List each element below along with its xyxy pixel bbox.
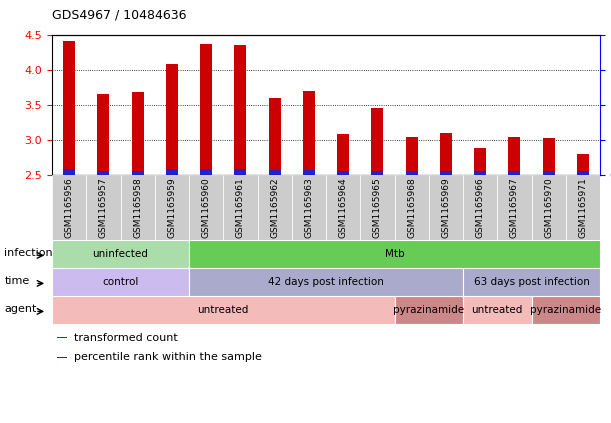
Text: GSM1165964: GSM1165964 [338, 177, 348, 238]
Text: time: time [4, 276, 29, 286]
Bar [566, 175, 600, 240]
Bar [508, 171, 521, 175]
Bar [269, 170, 280, 175]
Bar [440, 171, 452, 175]
Bar [269, 98, 280, 175]
Bar [463, 175, 497, 240]
Bar [86, 175, 120, 240]
Bar [395, 296, 463, 324]
Text: GSM1165970: GSM1165970 [544, 177, 553, 238]
Bar [371, 171, 383, 175]
Bar [52, 175, 86, 240]
Bar [57, 337, 67, 338]
Text: GSM1165969: GSM1165969 [441, 177, 450, 238]
Bar [577, 154, 589, 175]
Bar [166, 64, 178, 175]
Text: untreated: untreated [197, 305, 249, 315]
Bar [337, 171, 349, 175]
Bar [463, 268, 600, 296]
Bar [63, 169, 75, 175]
Bar [189, 240, 600, 268]
Text: GSM1165960: GSM1165960 [202, 177, 211, 238]
Text: GSM1165968: GSM1165968 [407, 177, 416, 238]
Text: infection: infection [4, 247, 53, 258]
Text: Mtb: Mtb [385, 249, 404, 259]
Bar [337, 135, 349, 175]
Bar [52, 268, 189, 296]
Bar [406, 171, 418, 175]
Bar [303, 91, 315, 175]
Bar [131, 171, 144, 175]
Bar [532, 175, 566, 240]
Bar [440, 133, 452, 175]
Text: GSM1165967: GSM1165967 [510, 177, 519, 238]
Text: GSM1165957: GSM1165957 [99, 177, 108, 238]
Bar [235, 169, 246, 175]
Text: pyrazinamide: pyrazinamide [393, 305, 464, 315]
Bar [543, 171, 555, 175]
Bar [52, 240, 189, 268]
Text: GSM1165956: GSM1165956 [65, 177, 73, 238]
Text: GSM1165966: GSM1165966 [475, 177, 485, 238]
Text: GDS4967 / 10484636: GDS4967 / 10484636 [52, 8, 186, 21]
Text: transformed count: transformed count [74, 333, 178, 343]
Text: GSM1165971: GSM1165971 [579, 177, 587, 238]
Bar [189, 268, 463, 296]
Bar [577, 171, 589, 175]
Bar [474, 171, 486, 175]
Text: percentile rank within the sample: percentile rank within the sample [74, 352, 262, 363]
Bar [200, 169, 212, 175]
Text: pyrazinamide: pyrazinamide [530, 305, 601, 315]
Text: GSM1165965: GSM1165965 [373, 177, 382, 238]
Bar [52, 296, 395, 324]
Bar [463, 296, 532, 324]
Bar [235, 46, 246, 175]
Text: 63 days post infection: 63 days post infection [474, 277, 590, 287]
Text: GSM1165961: GSM1165961 [236, 177, 245, 238]
Bar [474, 148, 486, 175]
Bar [360, 175, 395, 240]
Bar [200, 44, 212, 175]
Bar [131, 92, 144, 175]
Text: GSM1165959: GSM1165959 [167, 177, 177, 238]
Bar [395, 175, 429, 240]
Text: agent: agent [4, 304, 37, 313]
Bar [532, 296, 600, 324]
Bar [166, 169, 178, 175]
Text: GSM1165963: GSM1165963 [304, 177, 313, 238]
Bar [97, 94, 109, 175]
Bar [303, 170, 315, 175]
Text: GSM1165958: GSM1165958 [133, 177, 142, 238]
Bar [291, 175, 326, 240]
Bar [257, 175, 291, 240]
Bar [155, 175, 189, 240]
Bar [429, 175, 463, 240]
Bar [57, 357, 67, 358]
Text: untreated: untreated [472, 305, 523, 315]
Bar [543, 138, 555, 175]
Bar [97, 171, 109, 175]
Bar [223, 175, 257, 240]
Bar [120, 175, 155, 240]
Bar [371, 108, 383, 175]
Text: control: control [102, 277, 139, 287]
Bar [326, 175, 360, 240]
Text: 42 days post infection: 42 days post infection [268, 277, 384, 287]
Bar [497, 175, 532, 240]
Bar [63, 41, 75, 175]
Bar [508, 137, 521, 175]
Text: uninfected: uninfected [92, 249, 148, 259]
Bar [189, 175, 223, 240]
Text: GSM1165962: GSM1165962 [270, 177, 279, 238]
Bar [406, 137, 418, 175]
